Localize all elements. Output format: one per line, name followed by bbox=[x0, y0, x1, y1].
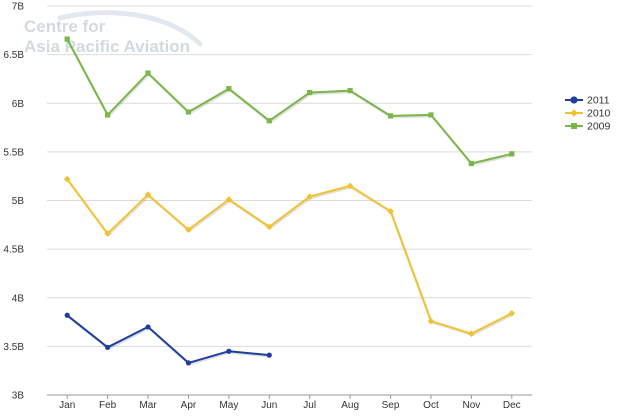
legend-label: 2011 bbox=[587, 95, 610, 107]
x-tick-label: Oct bbox=[423, 400, 439, 411]
x-tick-label: May bbox=[219, 400, 238, 411]
x-tick-label: Apr bbox=[181, 400, 197, 411]
y-tick-label: 3.5B bbox=[3, 342, 24, 353]
data-point bbox=[468, 160, 474, 167]
data-point bbox=[428, 112, 434, 118]
legend-marker bbox=[570, 96, 578, 104]
watermark-line-2: Asia Pacific Aviation bbox=[24, 37, 190, 56]
series-shadow bbox=[67, 180, 514, 337]
series-lines bbox=[63, 36, 516, 366]
legend-marker bbox=[571, 123, 577, 129]
x-tick-label: Jan bbox=[59, 400, 75, 411]
watermark-swoosh bbox=[57, 10, 203, 47]
data-point bbox=[265, 223, 273, 231]
data-point bbox=[306, 193, 314, 200]
y-tick-label: 7B bbox=[12, 2, 25, 13]
data-point bbox=[387, 207, 394, 215]
legend-item-2011: 2011 bbox=[565, 95, 610, 107]
data-point bbox=[63, 175, 71, 183]
y-tick-label: 4.5B bbox=[3, 245, 24, 256]
x-tick-label: Jun bbox=[261, 400, 277, 411]
data-point bbox=[509, 151, 515, 157]
data-point bbox=[427, 317, 435, 325]
series-2009 bbox=[64, 36, 515, 167]
legend-label: 2009 bbox=[587, 121, 611, 133]
data-point bbox=[145, 70, 151, 76]
data-point bbox=[225, 196, 233, 203]
series-line bbox=[66, 178, 513, 335]
y-tick-label: 6B bbox=[12, 99, 25, 110]
data-point bbox=[226, 86, 232, 92]
y-tick-label: 5B bbox=[12, 196, 25, 207]
data-point bbox=[266, 118, 272, 124]
series-2010 bbox=[63, 175, 516, 338]
axes: 3B 3.5B 4B 4.5B 5B 5.5B 6B 6.5B 7B Jan Feb Mar Apr Ma… bbox=[3, 2, 532, 411]
watermark-line-1: Centre for bbox=[24, 17, 106, 36]
gridlines bbox=[47, 5, 532, 396]
data-point bbox=[64, 312, 70, 318]
data-point bbox=[346, 182, 354, 190]
data-point bbox=[145, 324, 151, 330]
data-point bbox=[185, 226, 192, 233]
x-tick-label: Jul bbox=[303, 400, 316, 411]
y-tick-label: 5.5B bbox=[3, 147, 24, 158]
data-point bbox=[105, 344, 111, 350]
data-point bbox=[387, 113, 394, 119]
y-tick-label: 6.5B bbox=[3, 50, 24, 61]
legend-marker bbox=[570, 109, 578, 117]
x-tick-label: Nov bbox=[462, 400, 480, 411]
y-tick-label: 4B bbox=[12, 293, 25, 304]
legend-item-2010: 2010 bbox=[565, 108, 611, 120]
series-2011 bbox=[64, 312, 272, 366]
watermark-logo: Centre for Asia Pacific Aviation bbox=[24, 10, 203, 56]
x-tick-label: Feb bbox=[99, 400, 117, 411]
data-point bbox=[266, 352, 272, 358]
data-point bbox=[105, 112, 111, 118]
x-tick-label: Sep bbox=[382, 400, 400, 411]
x-tick-label: Aug bbox=[341, 400, 359, 411]
data-point bbox=[64, 36, 70, 42]
legend-label: 2010 bbox=[587, 108, 611, 120]
data-point bbox=[144, 191, 152, 198]
data-point bbox=[104, 230, 111, 237]
data-point bbox=[185, 109, 192, 115]
data-point bbox=[347, 88, 353, 94]
series-line bbox=[66, 38, 513, 165]
x-tick-label: Dec bbox=[503, 400, 521, 411]
data-point bbox=[185, 360, 192, 366]
x-tick-label: Mar bbox=[139, 400, 157, 411]
series-line bbox=[66, 314, 270, 364]
legend-item-2009: 2009 bbox=[565, 121, 611, 133]
data-point bbox=[226, 348, 232, 354]
data-point bbox=[307, 89, 313, 96]
data-point bbox=[468, 330, 475, 338]
y-tick-label: 3B bbox=[12, 391, 25, 402]
data-point bbox=[508, 310, 516, 317]
